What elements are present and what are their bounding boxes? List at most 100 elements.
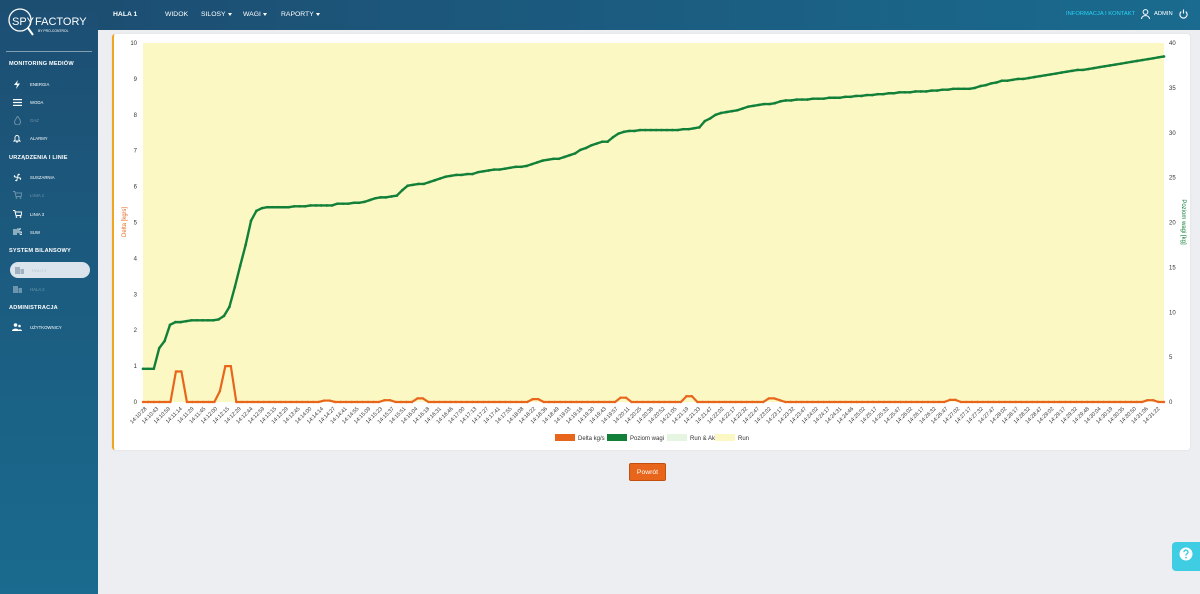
delta-series-line-point (1025, 400, 1028, 404)
back-button[interactable]: Powrót (629, 463, 666, 481)
weight-level-series-line-point (881, 92, 885, 96)
sidebar-item-gaz[interactable]: GAZ (12, 113, 92, 127)
delta-series-line-point (465, 400, 469, 404)
menu-raporty[interactable]: RAPORTY (281, 11, 320, 18)
section-title-bilans: SYSTEM BILANSOWY (9, 248, 71, 254)
delta-series-line-point (718, 400, 721, 404)
weight-level-series-line-point (222, 314, 226, 318)
menu-label: RAPORTY (281, 11, 314, 18)
delta-series-line-point (575, 400, 578, 404)
weight-level-series-line-point (627, 129, 631, 133)
weight-level-series-line-point (449, 174, 453, 178)
sidebar-item-uzytkownicy[interactable]: UŻYTKOWNICY (12, 320, 92, 334)
help-button[interactable] (1172, 542, 1200, 571)
weight-level-series-line-point (141, 367, 145, 371)
sidebar-item-hala-2[interactable]: HALA 2 (12, 282, 92, 296)
weight-level-series-line-point (919, 90, 923, 93)
delta-series-line-point (937, 400, 941, 404)
sidebar-item-suszarnia[interactable]: SUSZARNIA (12, 170, 92, 184)
weight-level-series-line-point (384, 196, 388, 199)
user-icon[interactable] (1141, 9, 1150, 21)
weight-level-series-line-point (914, 90, 917, 93)
sidebar-item-linia-1[interactable]: LINIA 1 (12, 188, 92, 202)
water-lines-icon (12, 97, 22, 107)
weight-level-series-line-point (244, 243, 247, 247)
delta-series-line-point (860, 400, 864, 404)
delta-series-line-point (147, 400, 150, 404)
delta-series-line-point (174, 370, 178, 373)
weight-level-series-line-point (644, 128, 647, 132)
delta-series-line-point (1151, 398, 1155, 402)
weight-level-series-line-point (1146, 57, 1150, 61)
weight-level-series-line-point (217, 318, 220, 321)
sidebar-item-energia[interactable]: ENERGIA (12, 77, 92, 91)
cart-icon (12, 209, 22, 219)
weight-level-series-line-point (563, 155, 566, 159)
menu-silosy[interactable]: SILOSY (201, 11, 232, 18)
weight-level-series-line-point (147, 367, 150, 371)
spy-factory-logo[interactable]: SPY FACTORY BY PRO-CONTROL (6, 4, 94, 44)
delta-series-line-point (493, 400, 496, 404)
delta-series-line-point (1058, 400, 1061, 404)
delta-series-line-point (377, 400, 381, 404)
delta-series-line-point (690, 395, 694, 398)
info-contact-link[interactable]: INFORMACJA I KONTAKT (1066, 11, 1136, 17)
delta-series-line-point (498, 400, 502, 404)
delta-series-line-point (240, 400, 244, 404)
weight-level-series-line-point (157, 346, 161, 350)
sidebar-item-alarmy[interactable]: ALARMY (12, 131, 92, 145)
weight-level-series-line-point (514, 165, 518, 169)
delta-series-line-point (344, 400, 348, 404)
flame-icon (12, 115, 22, 125)
weight-level-series-line-point (228, 305, 231, 309)
delta-series-line-point (284, 400, 287, 404)
delta-series-line-point (1091, 400, 1094, 404)
delta-series-line-point (185, 400, 189, 404)
delta-series-line-point (959, 400, 963, 404)
delta-series-line-point (564, 400, 567, 404)
delta-series-line-point (712, 400, 716, 404)
weight-level-series-line-point (1087, 67, 1090, 71)
users-icon (12, 322, 22, 332)
left-axis-tick: 2 (134, 328, 138, 334)
weight-level-series-line-point (595, 142, 599, 145)
user-name[interactable]: ADMIN (1154, 11, 1173, 17)
weight-level-series-line-point (935, 89, 939, 92)
delta-series-line-point (515, 400, 518, 404)
weight-level-series-line-point (827, 96, 831, 100)
delta-series-line-point (279, 400, 282, 404)
menu-wagi[interactable]: WAGI (243, 11, 267, 18)
menu-widok[interactable]: WIDOK (165, 11, 188, 18)
weight-level-series-line-point (719, 111, 723, 115)
delta-series-line-point (591, 400, 595, 404)
weight-level-series-line-point (503, 167, 507, 170)
sidebar-item-suw[interactable]: SUW (12, 225, 92, 239)
sidebar-item-hala-1[interactable]: HALA 1 (10, 262, 90, 278)
weight-level-series-line-point (519, 165, 523, 169)
delta-series-line-point (547, 400, 551, 404)
power-icon[interactable] (1179, 9, 1188, 21)
delta-series-line-point (180, 370, 183, 373)
delta-series-line-point (257, 400, 260, 404)
weight-level-series-line-point (1006, 79, 1009, 83)
delta-series-line-point (855, 400, 858, 404)
weight-level-series-line-point (309, 204, 312, 207)
delta-series-line-point (641, 400, 644, 404)
delta-series-line-point (602, 400, 606, 404)
sidebar-item-linia-3[interactable]: LINIA 3 (12, 207, 92, 221)
delta-series-line-point (460, 400, 463, 404)
delta-series-line-point (229, 364, 233, 368)
bell-icon (12, 133, 22, 143)
weight-level-series-line-point (725, 110, 728, 114)
delta-series-line-point (542, 400, 545, 404)
weight-level-series-line-point (233, 285, 237, 289)
weight-level-series-line-point (1016, 77, 1020, 81)
delta-series-line-point (767, 397, 770, 400)
sidebar-item-woda[interactable]: WODA (12, 95, 92, 109)
delta-series-line-point (202, 400, 205, 404)
weight-level-series-line-point (860, 94, 863, 98)
weight-level-series-line-point (400, 188, 404, 192)
weight-level-series-line-point (611, 135, 615, 139)
weight-level-series-line-point (638, 128, 642, 132)
delta-series-line-point (317, 400, 320, 404)
